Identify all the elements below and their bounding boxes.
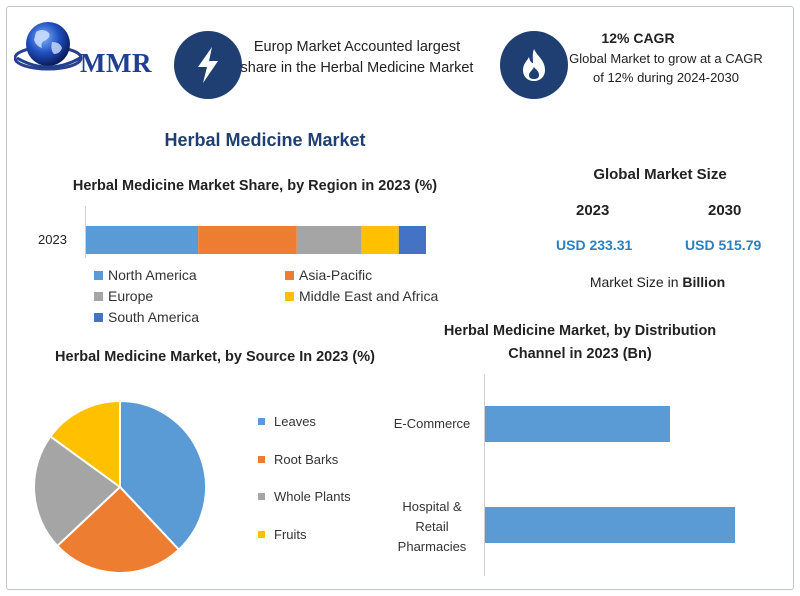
bar-segment-north-america bbox=[86, 226, 199, 254]
legend-item-north-america: North America bbox=[94, 267, 197, 283]
pie-legend-item-fruits: Fruits bbox=[258, 527, 307, 542]
pie-slice-fruits bbox=[49, 399, 121, 489]
source-pie-chart bbox=[33, 399, 207, 574]
legend-label: South America bbox=[108, 309, 200, 325]
unit-note-prefix: Market Size in bbox=[589, 274, 679, 290]
bar-segment-middle-east-and-africa bbox=[361, 226, 399, 254]
pie-legend-item-leaves: Leaves bbox=[258, 414, 316, 429]
category-label-line: Hospital & bbox=[402, 499, 462, 514]
category-label-line: Retail bbox=[415, 519, 449, 534]
legend-swatch bbox=[258, 456, 265, 463]
legend-swatch bbox=[94, 291, 103, 301]
brand-logo: MMR bbox=[13, 18, 159, 78]
bar-segment-asia-pacific bbox=[198, 226, 297, 254]
legend-label: Leaves bbox=[274, 414, 316, 429]
legend-label: Asia-Pacific bbox=[299, 267, 373, 283]
pie-legend-item-whole-plants: Whole Plants bbox=[258, 489, 351, 504]
region-axis-line bbox=[85, 206, 86, 258]
legend-swatch bbox=[285, 270, 294, 280]
legend-label: Middle East and Africa bbox=[299, 288, 439, 304]
market-size-unit-note: Market Size in Billion bbox=[555, 274, 760, 290]
legend-item-middle-east-and-africa: Middle East and Africa bbox=[285, 288, 438, 304]
distribution-bar-chart bbox=[485, 406, 735, 543]
region-stacked-bar bbox=[86, 226, 426, 254]
bar-segment-south-america bbox=[398, 226, 426, 254]
legend-swatch bbox=[94, 312, 103, 322]
pie-legend-item-root-barks: Root Barks bbox=[258, 452, 338, 467]
distribution-bar-hospital-retail-pharmacies bbox=[485, 507, 735, 543]
legend-swatch bbox=[94, 270, 103, 280]
category-label-line: Pharmacies bbox=[397, 539, 467, 554]
legend-item-asia-pacific: Asia-Pacific bbox=[285, 267, 372, 283]
year-2023-label: 2023 bbox=[576, 202, 610, 219]
legend-label: Europe bbox=[108, 288, 154, 304]
legend-swatch bbox=[258, 531, 265, 538]
source-pie-chart-title: Herbal Medicine Market, by Source In 202… bbox=[55, 349, 375, 365]
logo-text: MMR bbox=[80, 48, 152, 78]
bar-segment-europe bbox=[296, 226, 362, 254]
distribution-category-label: E-Commerce bbox=[384, 414, 480, 434]
distribution-category-label: Hospital & Retail Pharmacies bbox=[384, 497, 480, 557]
cagr-text: Global Market to grow at a CAGR of 12% d… bbox=[569, 51, 763, 85]
legend-label: Fruits bbox=[274, 527, 307, 542]
legend-swatch bbox=[285, 291, 294, 301]
year-2030-label: 2030 bbox=[708, 202, 742, 219]
category-label-line: E-Commerce bbox=[393, 416, 471, 431]
distribution-axis-line bbox=[484, 374, 485, 576]
global-market-title: Global Market Size bbox=[593, 166, 727, 183]
cagr-title: 12% CAGR bbox=[601, 30, 675, 46]
legend-label: North America bbox=[108, 267, 197, 283]
globe-logo-icon bbox=[13, 22, 83, 71]
legend-label: Whole Plants bbox=[274, 489, 351, 504]
distribution-bar-e-commerce bbox=[485, 406, 670, 442]
region-share-chart-title: Herbal Medicine Market Share, by Region … bbox=[72, 178, 438, 194]
market-size-2030-value: USD 515.79 bbox=[685, 237, 762, 253]
unit-note-bold: Billion bbox=[682, 274, 726, 290]
legend-swatch bbox=[258, 493, 265, 500]
lightning-bolt-icon bbox=[174, 31, 242, 99]
europe-share-text: Europ Market Accounted largest share in … bbox=[240, 39, 474, 76]
legend-item-south-america: South America bbox=[94, 309, 199, 325]
market-size-2023-value: USD 233.31 bbox=[556, 237, 633, 253]
region-bar-category-label: 2023 bbox=[38, 232, 67, 247]
pie-slice-whole-plants bbox=[33, 435, 122, 548]
legend-item-europe: Europe bbox=[94, 288, 153, 304]
legend-swatch bbox=[258, 418, 265, 425]
pie-slice-leaves bbox=[119, 399, 207, 552]
legend-label: Root Barks bbox=[274, 452, 339, 467]
page-title: Herbal Medicine Market bbox=[164, 130, 366, 150]
distribution-chart-title: Herbal Medicine Market, by Distribution … bbox=[443, 323, 717, 362]
pie-slice-root-barks bbox=[55, 485, 181, 574]
flame-icon bbox=[500, 31, 568, 99]
